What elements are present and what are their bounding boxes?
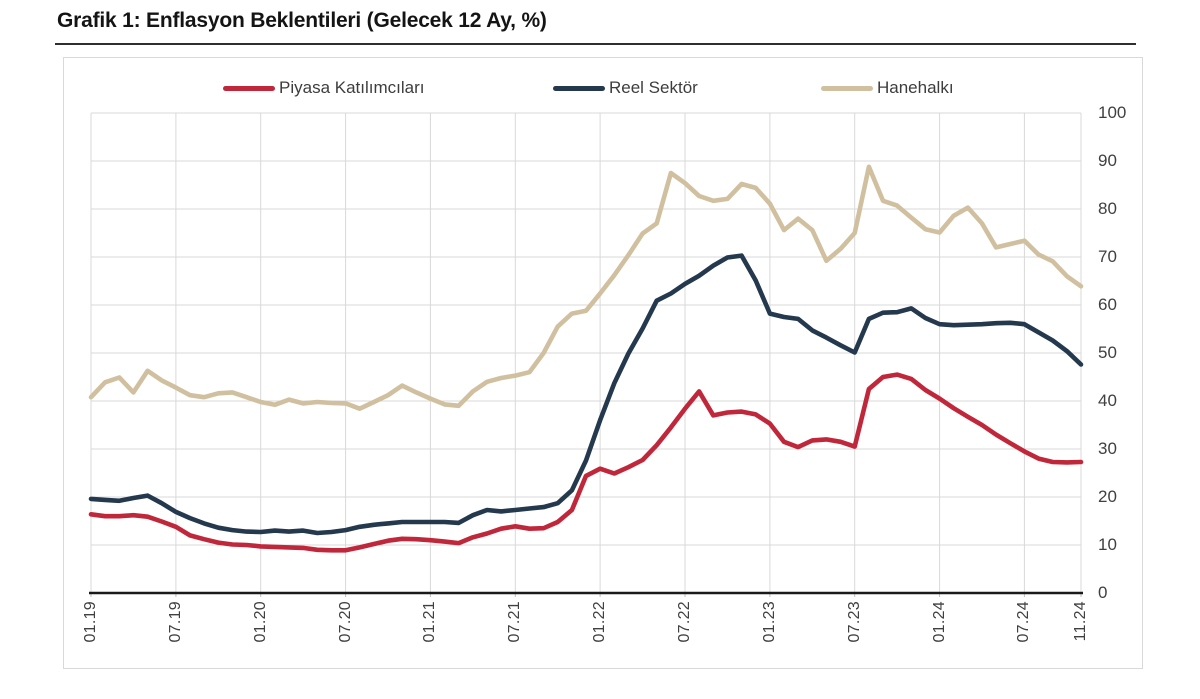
x-axis-label: 01.19 (82, 601, 99, 643)
page-title: Grafik 1: Enflasyon Beklentileri (Gelece… (57, 9, 547, 32)
y-axis-label: 40 (1098, 391, 1117, 410)
x-axis-label: 01.20 (251, 601, 269, 643)
x-axis-label: 07.20 (336, 601, 354, 643)
legend: Piyasa Katılımcıları Reel Sektör Hanehal… (64, 76, 1142, 100)
x-axis-label: 07.22 (676, 601, 693, 643)
y-axis-label: 60 (1098, 295, 1117, 314)
series-line-reel-sekt-r (88, 253, 1084, 536)
x-axis-label: 01.21 (421, 601, 439, 643)
y-axis-label: 30 (1098, 439, 1117, 458)
legend-item-piyasa-katilimcilari: Piyasa Katılımcıları (223, 76, 425, 100)
series-line-piyasa-kat-l-mc-lar- (88, 372, 1084, 553)
y-axis-label: 20 (1098, 487, 1117, 506)
x-axis-label: 01.22 (591, 601, 609, 643)
y-axis-label: 100 (1098, 103, 1127, 122)
chart-frame: Piyasa Katılımcıları Reel Sektör Hanehal… (63, 57, 1143, 669)
legend-swatch-piyasa-katilimcilari-icon (223, 85, 275, 91)
y-axis-label: 90 (1098, 151, 1117, 170)
legend-label-reel-sektor: Reel Sektör (609, 78, 698, 97)
y-axis-label: 10 (1098, 535, 1117, 554)
plot-area (88, 112, 1084, 597)
legend-label-piyasa-katilimcilari: Piyasa Katılımcıları (279, 78, 425, 97)
legend-item-hanehalki: Hanehalkı (821, 76, 954, 100)
y-axis-label: 70 (1098, 247, 1117, 266)
x-axis-label: 07.21 (506, 601, 524, 643)
x-axis-label: 01.23 (760, 601, 778, 643)
x-axis-label: 07.19 (166, 601, 184, 643)
x-axis-label: 01.24 (930, 601, 948, 643)
x-axis-label: 07.23 (845, 601, 863, 643)
series-line-hanehalk- (88, 164, 1084, 412)
y-axis-label: 0 (1098, 583, 1108, 602)
x-axis-label: 11.24 (1072, 601, 1089, 642)
y-axis-label: 50 (1098, 343, 1117, 362)
legend-swatch-reel-sektor-icon (553, 85, 605, 91)
y-axis-label: 80 (1098, 199, 1117, 218)
x-axis-label: 07.24 (1015, 601, 1033, 643)
title-underline (55, 43, 1136, 45)
legend-label-hanehalki: Hanehalkı (877, 78, 954, 97)
legend-item-reel-sektor: Reel Sektör (553, 76, 698, 100)
legend-swatch-hanehalki-icon (821, 85, 873, 91)
